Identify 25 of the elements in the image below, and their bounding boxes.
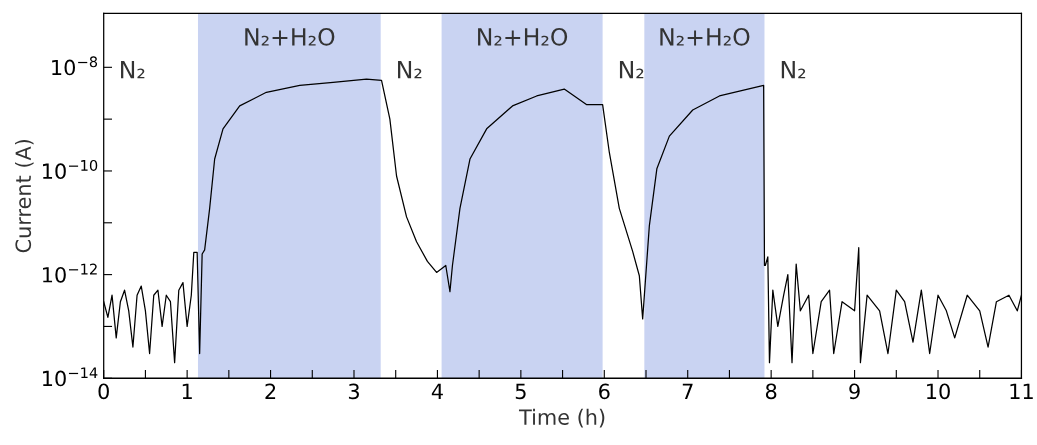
band-label: N₂+H₂O (660, 27, 750, 46)
y-tick-label: 10$^{−8}$ (52, 56, 98, 76)
annotation: N₂ (398, 61, 422, 79)
x-tick-label: 9 (849, 383, 860, 400)
x-tick-label: 0 (98, 383, 109, 400)
x-tick-label: 3 (348, 383, 359, 400)
x-axis-title: Time (h) (518, 408, 605, 428)
x-tick-label: 10 (927, 383, 950, 400)
annotation: N₂ (781, 61, 806, 79)
annotation: N₂ (619, 61, 644, 79)
x-tick-label: 4 (431, 383, 443, 399)
annotation: N₂ (121, 61, 145, 79)
x-tick-label: 6 (599, 383, 610, 400)
y-tick-label: 10$^{−14}$ (43, 367, 98, 387)
x-tick-label: 7 (682, 383, 693, 399)
y-axis-title: Current (A) (15, 139, 34, 253)
y-tick-label: 10$^{−10}$ (43, 159, 98, 180)
x-tick-label: 1 (182, 383, 192, 399)
x-tick-label: 11 (1010, 383, 1033, 399)
band-label: N₂+H₂O (478, 27, 568, 46)
band-label: N₂+H₂O (245, 27, 335, 46)
x-tick-label: 5 (515, 383, 526, 400)
y-tick-label: 10$^{−12}$ (43, 263, 97, 283)
x-tick-label: 8 (765, 383, 777, 400)
x-tick-label: 2 (265, 383, 276, 399)
